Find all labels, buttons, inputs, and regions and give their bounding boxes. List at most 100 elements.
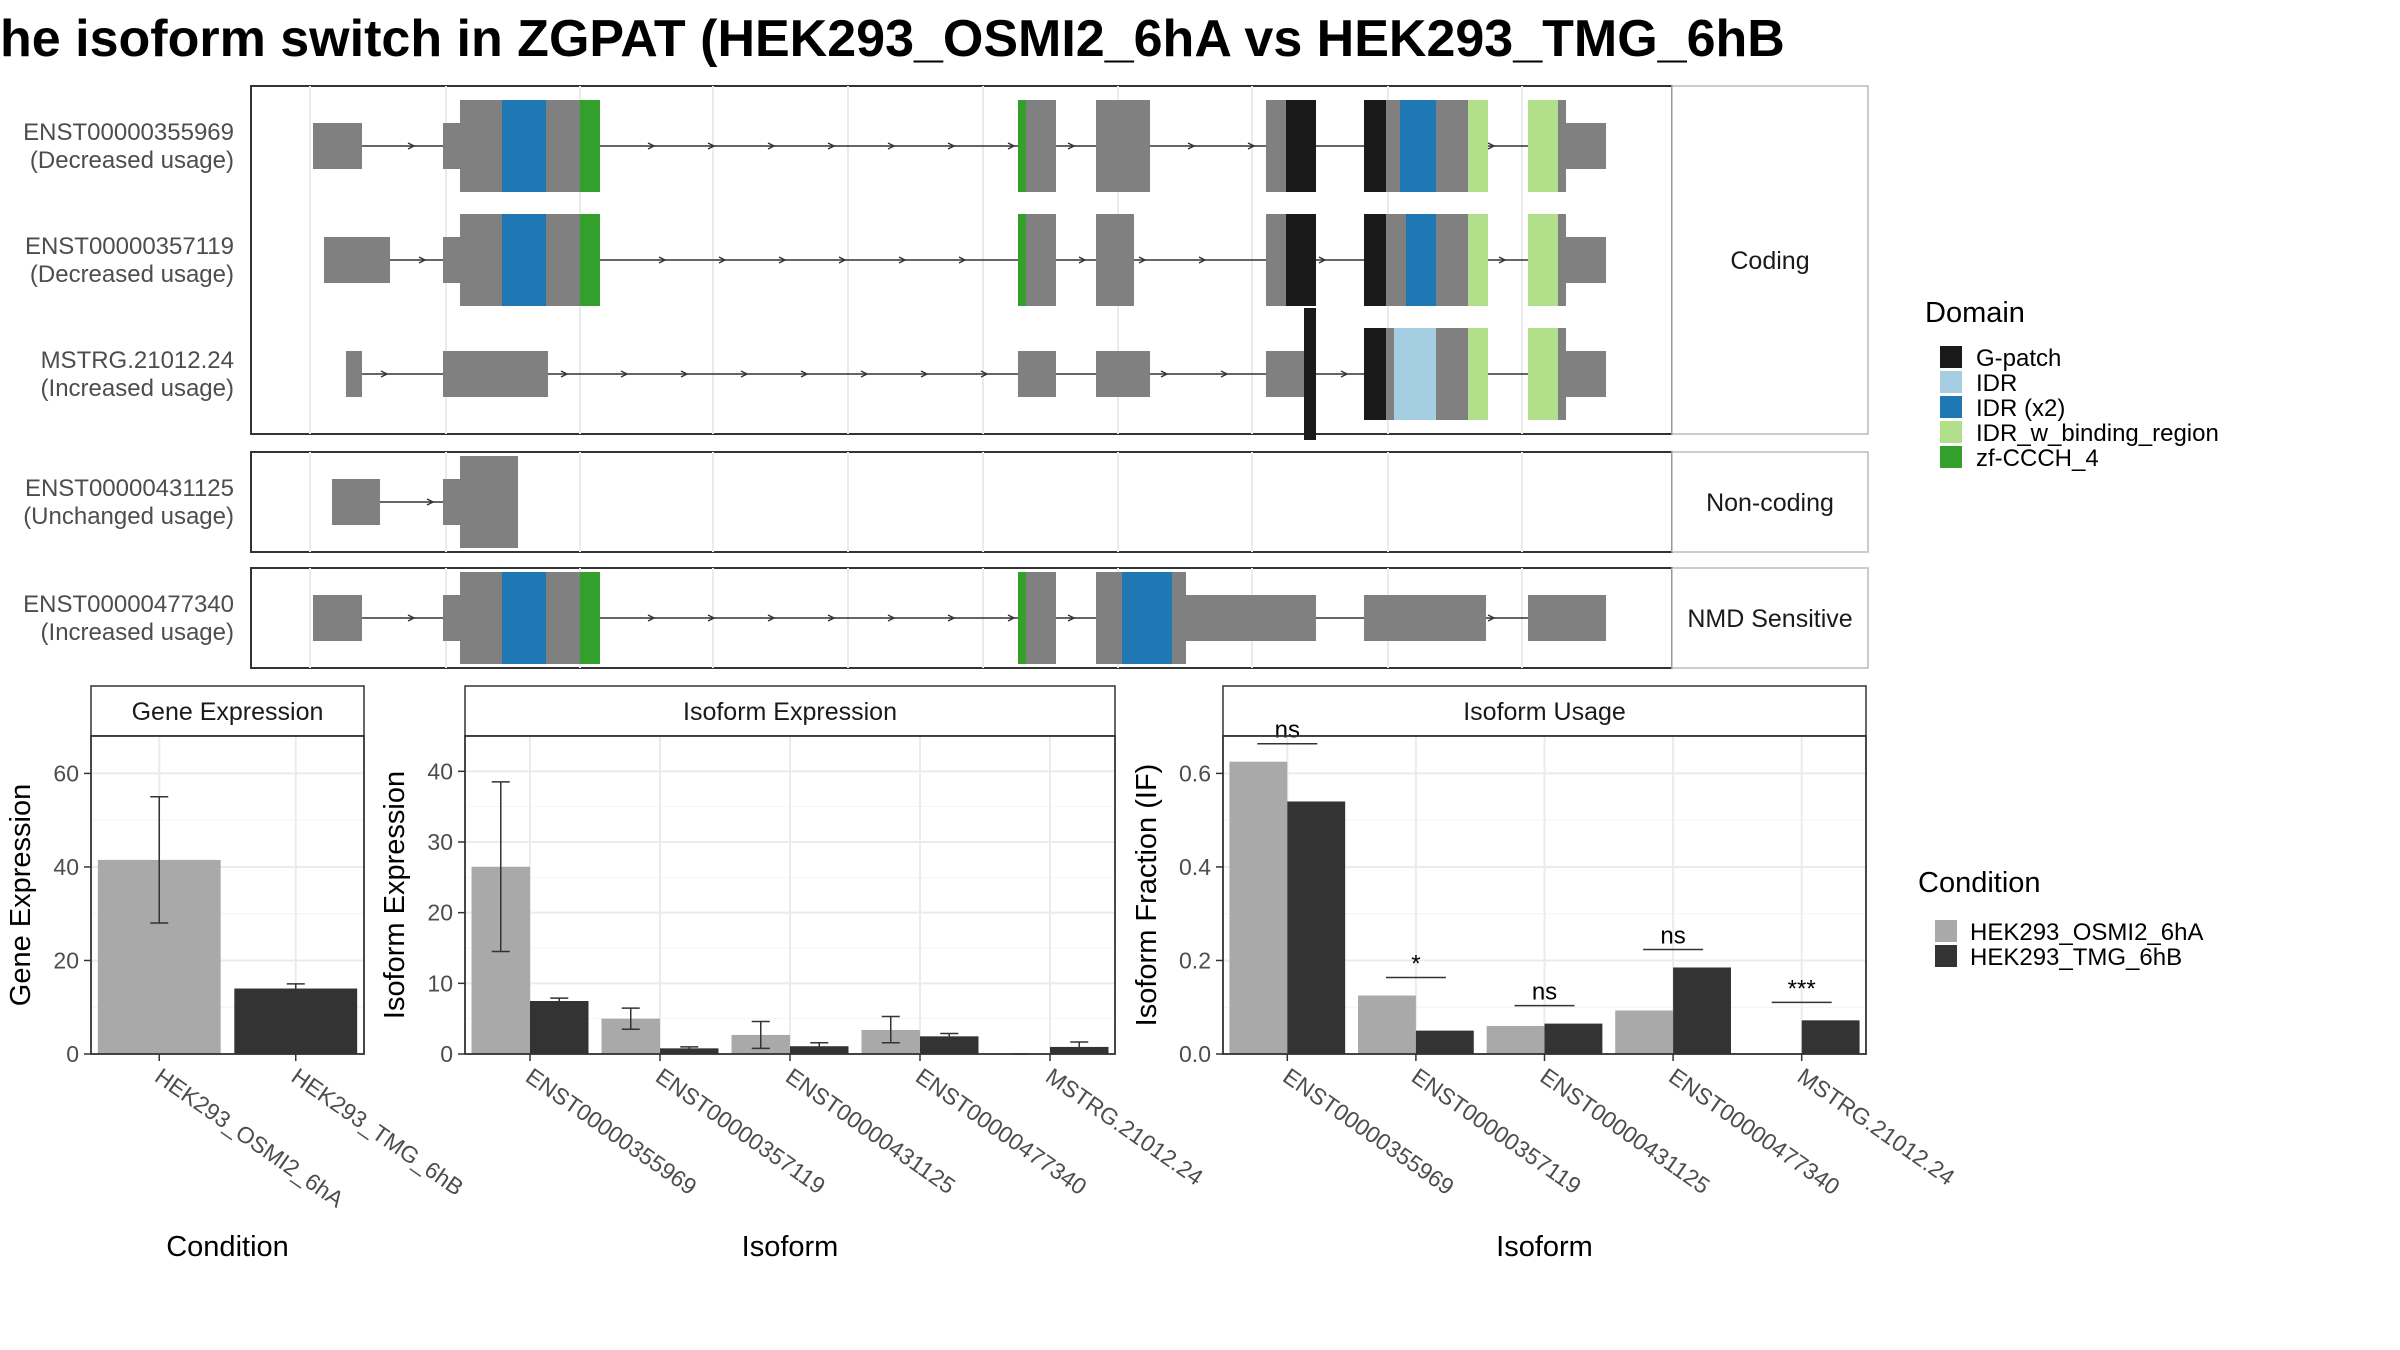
strand-arrow (418, 256, 427, 264)
strip-box (1671, 451, 1869, 553)
cds-block (1558, 100, 1566, 192)
group-label: Coding (1730, 247, 1809, 275)
utr-block (443, 479, 460, 525)
significance-label: * (1411, 951, 1420, 978)
figure-title: he isoform switch in ZGPAT (HEK293_OSMI2… (0, 10, 1785, 68)
bar (1287, 801, 1346, 1054)
strand-arrow (1067, 614, 1076, 622)
domain-swatch (1940, 446, 1962, 468)
domain-block (1364, 100, 1386, 192)
utr-block (332, 479, 380, 525)
strand-arrow (1007, 614, 1016, 622)
chart-title: Isoform Usage (1463, 698, 1626, 726)
isoform-id-label: ENST00000357119 (25, 233, 234, 260)
y-tick-label: 20 (427, 900, 453, 926)
group-label: Non-coding (1706, 489, 1834, 517)
domain-block (502, 100, 546, 192)
cds-block (1266, 214, 1286, 306)
utr-block (346, 351, 362, 397)
utr-block (324, 237, 390, 283)
cds-block (1096, 214, 1134, 306)
domain-legend-label: IDR_w_binding_region (1976, 420, 2219, 447)
utr-block (443, 237, 460, 283)
strand-arrow (827, 142, 836, 150)
bar (1673, 967, 1731, 1054)
domain-block (1286, 214, 1316, 306)
strand-arrow (1067, 142, 1076, 150)
strand-arrow (860, 370, 869, 378)
strand-arrow (838, 256, 847, 264)
strand-arrow (1160, 370, 1169, 378)
x-axis-title: Isoform (1496, 1231, 1593, 1263)
y-tick-label: 0.4 (1179, 854, 1211, 880)
isoform-structure-panel: Coding Non-coding NMD Sensitive ENST0000035… (23, 85, 1869, 669)
y-tick-label: 20 (53, 947, 79, 973)
significance-label: ns (1660, 922, 1685, 949)
chart-title: Isoform Expression (683, 698, 897, 726)
isoform-usage-label: (Decreased usage) (30, 147, 234, 174)
bar (920, 1036, 979, 1054)
bar (1615, 1010, 1674, 1054)
strip-box (90, 685, 365, 737)
strand-arrow (898, 256, 907, 264)
strand-arrow (1220, 370, 1229, 378)
strand-arrow (740, 370, 749, 378)
domain-block (1528, 214, 1558, 306)
isoform-usage-label: (Decreased usage) (30, 261, 234, 288)
cds-block (460, 214, 502, 306)
isoform-usage-label: (Unchanged usage) (23, 503, 234, 530)
isoform-row-ENST00000477340: ENST00000477340(Increased usage) (23, 572, 1606, 664)
y-tick-label: 0 (440, 1041, 453, 1067)
strand-arrow (1007, 142, 1016, 150)
isoform-id-label: ENST00000431125 (25, 475, 234, 502)
utr-block (443, 351, 548, 397)
utr-block (1528, 595, 1606, 641)
domain-legend-label: zf-CCCH_4 (1976, 445, 2099, 472)
domain-block (580, 214, 600, 306)
domain-block (1018, 100, 1026, 192)
strand-arrow (560, 370, 569, 378)
domain-block (1406, 214, 1436, 306)
cds-block (1096, 100, 1150, 192)
strand-arrow (947, 142, 956, 150)
strand-arrow (1487, 142, 1496, 150)
strand-arrow (1498, 256, 1507, 264)
isoform-usage-label: (Increased usage) (41, 375, 234, 402)
y-tick-label: 40 (427, 758, 453, 784)
strand-arrow (407, 142, 416, 150)
strand-arrow (718, 256, 727, 264)
strand-arrow (1247, 142, 1256, 150)
cds-block (460, 456, 518, 548)
domain-swatch (1940, 371, 1962, 393)
strand-arrow (1078, 256, 1087, 264)
strip-box (1671, 567, 1869, 669)
utr-block (1566, 237, 1606, 283)
domain-block (1528, 328, 1558, 420)
y-axis-title: Isoform Fraction (IF) (1131, 764, 1163, 1027)
isoform-row-MSTRG.21012.24: MSTRG.21012.24(Increased usage) (41, 308, 1606, 440)
strand-arrow (680, 370, 689, 378)
cds-block (1386, 100, 1400, 192)
domain-swatch (1940, 346, 1962, 368)
domain-block (1018, 214, 1026, 306)
isoform-id-label: ENST00000477340 (23, 591, 234, 618)
y-tick-label: 0.2 (1179, 947, 1211, 973)
bar (234, 988, 358, 1054)
strip-box (1671, 85, 1869, 435)
utr-block (1186, 595, 1316, 641)
cds-block (1266, 100, 1286, 192)
domain-block (1286, 100, 1316, 192)
strand-arrow (647, 614, 656, 622)
strand-arrow (980, 370, 989, 378)
isoform-expression-chart: Isoform Expression010203040ENST000003559… (379, 685, 1208, 1263)
strand-arrow (947, 614, 956, 622)
bar (1358, 995, 1416, 1054)
strand-arrow (800, 370, 809, 378)
cds-block (1386, 214, 1406, 306)
group-label: NMD Sensitive (1687, 605, 1852, 633)
domain-block (1468, 214, 1488, 306)
cds-block (1436, 100, 1468, 192)
strand-arrow (887, 142, 896, 150)
isoform-row-ENST00000355969: ENST00000355969(Decreased usage) (23, 100, 1606, 192)
